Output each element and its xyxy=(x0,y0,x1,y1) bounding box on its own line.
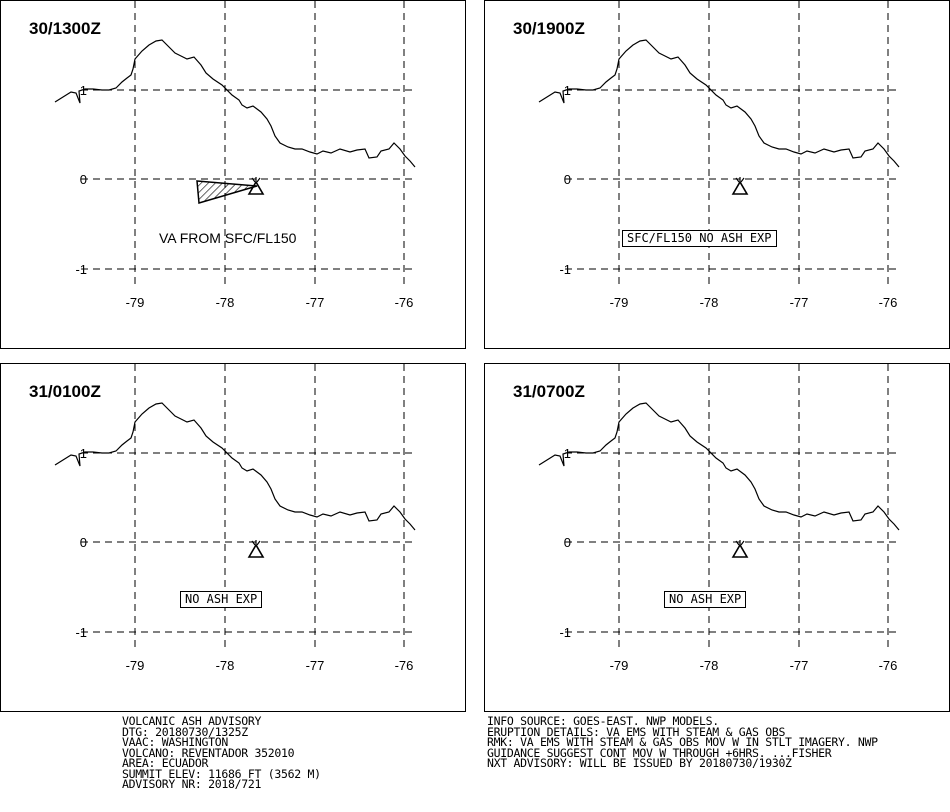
map-panel-4: -79 -78 -77 -76 1 0 -1 31/0700Z NO ASH EXP xyxy=(484,363,950,712)
advisory-line: NXT ADVISORY: WILL BE ISSUED BY 20180730… xyxy=(487,756,792,770)
lon-tick-label: -76 xyxy=(879,295,898,310)
volcano-icon xyxy=(731,540,749,558)
coastline xyxy=(538,402,900,531)
lat-tick-label: 1 xyxy=(80,446,87,461)
advisory-right: INFO SOURCE: GOES-EAST. NWP MODELS. ERUP… xyxy=(487,716,878,769)
map-panel-3: -79 -78 -77 -76 1 0 -1 31/0100Z NO ASH EXP xyxy=(0,363,466,712)
advisory-line: AREA: ECUADOR xyxy=(122,756,209,770)
lat-tick-label: -1 xyxy=(559,625,571,640)
lon-tick-label: -76 xyxy=(879,658,898,673)
ash-label: VA FROM SFC/FL150 xyxy=(159,230,297,246)
advisory-line: SUMMIT ELEV: 11686 FT (3562 M) xyxy=(122,766,321,781)
lon-tick-label: -77 xyxy=(790,658,809,673)
coastline xyxy=(54,402,416,531)
lat-tick-label: 0 xyxy=(564,535,571,550)
lat-tick-label: 1 xyxy=(564,83,571,98)
coastline xyxy=(538,39,900,168)
ash-cloud-polygon xyxy=(196,180,258,204)
volcano-icon xyxy=(247,177,265,195)
map-graphic: -79 -78 -77 -76 1 0 -1 xyxy=(54,1,416,310)
volcano-icon xyxy=(247,540,265,558)
advisory-line: INFO SOURCE: GOES-EAST. NWP MODELS. xyxy=(487,714,719,728)
advisory-line: RMK: VA EMS WITH STEAM & GAS OBS MOV W I… xyxy=(487,735,878,749)
panel-time: 31/0100Z xyxy=(29,382,101,401)
advisory-line: VOLCANIC ASH ADVISORY xyxy=(122,714,262,728)
advisory-left: VOLCANIC ASH ADVISORY DTG: 20180730/1325… xyxy=(122,716,321,790)
map-panel-1: -79 -78 -77 -76 1 0 -1 30/1300Z VA FROM SFC/FL… xyxy=(0,0,466,349)
lon-tick-label: -78 xyxy=(216,295,235,310)
lon-tick-label: -79 xyxy=(610,658,629,673)
volcano-icon xyxy=(731,177,749,195)
lon-tick-label: -77 xyxy=(306,658,325,673)
lat-tick-label: 1 xyxy=(80,83,87,98)
lon-tick-label: -79 xyxy=(610,295,629,310)
advisory-line: GUIDANCE SUGGEST CONT MOV W THROUGH +6HR… xyxy=(487,745,832,760)
lat-tick-label: -1 xyxy=(75,625,87,640)
advisory-line: ERUPTION DETAILS: VA EMS WITH STEAM & GA… xyxy=(487,724,786,739)
advisory-line: VOLCANO: REVENTADOR 352010 xyxy=(122,745,295,760)
lon-tick-label: -79 xyxy=(126,295,145,310)
map-graphic: -79 -78 -77 -76 1 0 -1 xyxy=(538,364,900,673)
lat-tick-label: -1 xyxy=(75,262,87,277)
lat-tick-label: 0 xyxy=(80,172,87,187)
map-graphic: -79 -78 -77 -76 1 0 -1 xyxy=(538,1,900,310)
map-panel-2: -79 -78 -77 -76 1 0 -1 30/1900Z SFC/FL150 NO A… xyxy=(484,0,950,349)
panel-time: 30/1300Z xyxy=(29,19,101,38)
lon-tick-label: -78 xyxy=(700,658,719,673)
panel-time: 31/0700Z xyxy=(513,382,585,401)
lon-tick-label: -77 xyxy=(790,295,809,310)
ash-label: SFC/FL150 NO ASH EXP xyxy=(622,230,777,247)
lon-tick-label: -79 xyxy=(126,658,145,673)
lon-tick-label: -78 xyxy=(216,658,235,673)
lon-tick-label: -77 xyxy=(306,295,325,310)
advisory-line: VAAC: WASHINGTON xyxy=(122,735,228,749)
panel-time: 30/1900Z xyxy=(513,19,585,38)
ash-label: NO ASH EXP xyxy=(180,591,263,608)
lon-tick-label: -78 xyxy=(700,295,719,310)
lat-tick-label: 0 xyxy=(80,535,87,550)
advisory-line: ADVISORY NR: 2018/721 xyxy=(122,777,262,791)
lat-tick-label: 1 xyxy=(564,446,571,461)
lon-tick-label: -76 xyxy=(395,658,414,673)
advisory-line: DTG: 20180730/1325Z xyxy=(122,724,248,739)
lat-tick-label: -1 xyxy=(559,262,571,277)
map-graphic: -79 -78 -77 -76 1 0 -1 xyxy=(54,364,416,673)
coastline xyxy=(54,39,416,168)
ash-label: NO ASH EXP xyxy=(664,591,747,608)
lon-tick-label: -76 xyxy=(395,295,414,310)
lat-tick-label: 0 xyxy=(564,172,571,187)
